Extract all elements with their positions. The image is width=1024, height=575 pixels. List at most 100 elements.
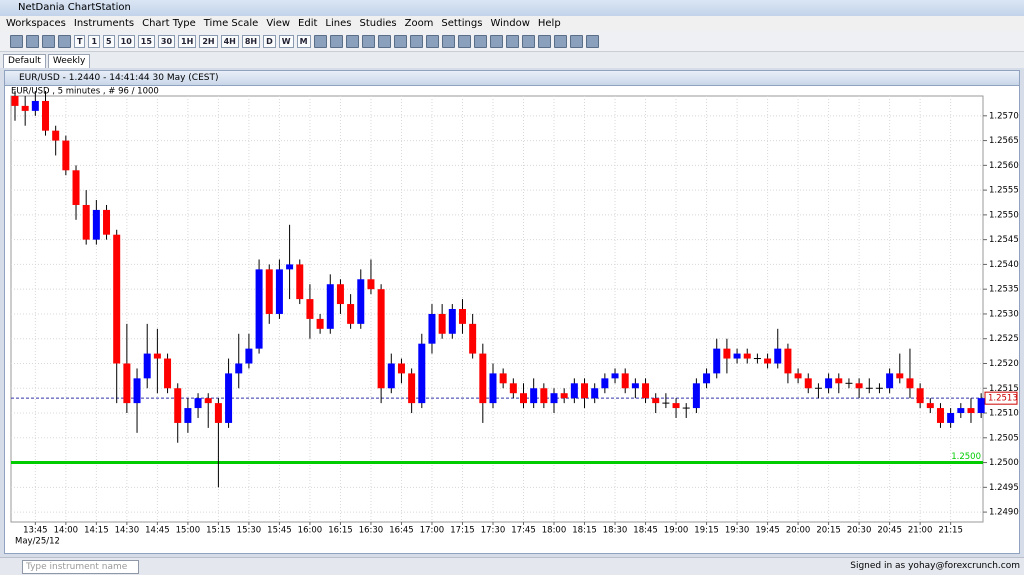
candle-body — [21, 105, 29, 111]
candle-body — [581, 383, 589, 399]
menu-item[interactable]: Settings — [441, 18, 483, 29]
menu-item[interactable]: Window — [490, 18, 530, 29]
candle-body — [164, 358, 172, 389]
candle-body — [42, 100, 50, 131]
x-tick-label: 18:30 — [603, 526, 628, 536]
timescale-button[interactable]: 2H — [199, 34, 218, 48]
last-price-label: 1.2513 — [988, 394, 1018, 404]
menu-item[interactable]: Workspaces — [6, 18, 66, 29]
candle-body — [184, 408, 192, 423]
tool-icon[interactable] — [457, 34, 471, 48]
timescale-button[interactable]: 1 — [88, 34, 101, 48]
tool-icon[interactable] — [345, 34, 359, 48]
menu-item[interactable]: View — [266, 18, 291, 29]
candle-body — [906, 378, 914, 389]
tool-icon[interactable] — [10, 34, 23, 48]
menu-bar: Workspaces Instruments Chart Type Time Scal… — [0, 16, 1024, 31]
timescale-button[interactable]: 5 — [103, 34, 115, 48]
tool-icon[interactable] — [377, 34, 391, 48]
menu-item[interactable]: Time Scale — [203, 18, 259, 29]
x-tick-label: 14:15 — [84, 526, 109, 536]
chart-window-title: EUR/USD - 1.2440 - 14:41:44 30 May (CEST… — [4, 70, 1020, 86]
candle-body — [448, 309, 456, 334]
menu-item[interactable]: Chart Type — [142, 18, 196, 29]
tool-icon[interactable] — [26, 34, 39, 48]
y-tick-label: 1.2545 — [989, 235, 1019, 245]
tab[interactable]: Default — [3, 54, 46, 68]
menu-item[interactable]: Studies — [359, 18, 397, 29]
toolbar: T 1 5 10 15 30 1H 2H 4H 8H D W M — [0, 31, 1024, 52]
tool-icon[interactable] — [585, 34, 599, 48]
timescale-button[interactable]: D — [263, 34, 276, 48]
x-tick-label: 16:30 — [359, 526, 384, 536]
tool-icon[interactable] — [441, 34, 455, 48]
x-tick-label: 19:15 — [694, 526, 719, 536]
timescale-button[interactable]: 4H — [220, 34, 239, 48]
candle-body — [591, 388, 599, 399]
x-tick-label: 17:00 — [420, 526, 445, 536]
status-bar: Type instrument name Signed in as yohay@… — [0, 557, 1024, 575]
x-tick-label: 21:15 — [938, 526, 963, 536]
tool-icon[interactable] — [58, 34, 71, 48]
x-tick-label: 20:15 — [816, 526, 841, 536]
candle-body — [703, 373, 711, 384]
tool-icon[interactable] — [553, 34, 567, 48]
timescale-button[interactable]: 10 — [117, 34, 135, 48]
tab[interactable]: Weekly — [47, 54, 91, 68]
tab-bar: Default Weekly — [0, 52, 1024, 68]
candle-body — [387, 363, 395, 389]
tool-icon[interactable] — [393, 34, 407, 48]
timescale-button[interactable]: T — [74, 34, 86, 48]
tool-icon[interactable] — [489, 34, 503, 48]
menu-item[interactable]: Instruments — [73, 18, 135, 29]
timescale-button[interactable]: 1H — [178, 34, 197, 48]
candle-body — [692, 383, 700, 409]
timescale-button[interactable]: 8H — [241, 34, 261, 48]
candle-body — [764, 358, 772, 364]
candle-body — [225, 373, 233, 423]
tool-icon[interactable] — [473, 34, 487, 48]
tool-icon[interactable] — [521, 34, 535, 48]
candle-body — [926, 403, 934, 409]
candle-body — [774, 348, 782, 364]
timescale-button[interactable]: W — [278, 34, 294, 48]
tool-icon[interactable] — [329, 34, 343, 48]
candle-body — [113, 234, 121, 364]
timescale-button[interactable]: M — [296, 34, 311, 48]
plot-area — [10, 95, 984, 523]
candle-body — [896, 373, 904, 379]
y-tick-label: 1.2515 — [989, 384, 1019, 394]
menu-item[interactable]: Edit — [298, 18, 318, 29]
y-tick-label: 1.2530 — [989, 309, 1019, 319]
x-tick-label: 18:15 — [572, 526, 597, 536]
y-tick-label: 1.2540 — [989, 260, 1019, 270]
tool-icon[interactable] — [425, 34, 439, 48]
timescale-button[interactable]: 30 — [157, 34, 176, 48]
instrument-input[interactable]: Type instrument name — [22, 560, 139, 574]
candle-body — [947, 413, 955, 423]
candle-body — [977, 398, 985, 414]
timescale-button[interactable]: 15 — [137, 34, 155, 48]
tool-icon[interactable] — [313, 34, 327, 48]
x-tick-label: 13:45 — [23, 526, 48, 536]
tool-icon[interactable] — [537, 34, 551, 48]
menu-item[interactable]: Help — [537, 18, 561, 29]
tool-icon[interactable] — [569, 34, 583, 48]
candle-body — [916, 388, 924, 404]
candle-body — [438, 313, 446, 334]
menu-item[interactable]: Lines — [325, 18, 352, 29]
tool-icon[interactable] — [361, 34, 375, 48]
candle-body — [194, 398, 202, 409]
candle-body — [245, 348, 253, 364]
tool-icon[interactable] — [409, 34, 423, 48]
tool-icon[interactable] — [42, 34, 55, 48]
candle-body — [82, 204, 90, 240]
menu-item[interactable]: Zoom — [404, 18, 434, 29]
candle-body — [865, 387, 873, 389]
candle-body — [316, 318, 324, 329]
x-tick-label: 14:30 — [115, 526, 140, 536]
candle-body — [255, 269, 263, 349]
candle-body — [936, 408, 944, 423]
tool-icon[interactable] — [505, 34, 519, 48]
